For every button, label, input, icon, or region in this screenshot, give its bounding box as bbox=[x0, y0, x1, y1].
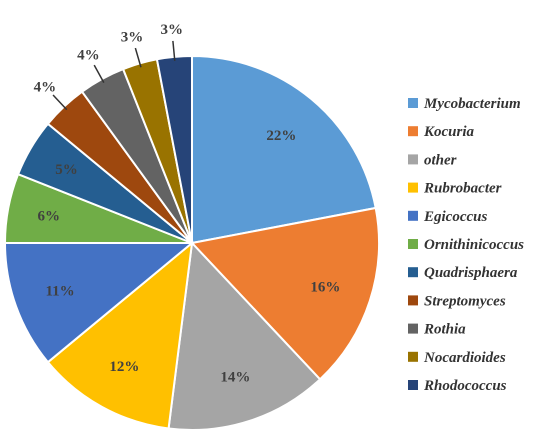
legend-label-kocuria: Kocuria bbox=[423, 124, 475, 140]
legend-swatch-other bbox=[408, 154, 418, 165]
value-label-kocuria: 16% bbox=[310, 279, 340, 295]
value-label-ornithinicoccus: 6% bbox=[37, 209, 60, 225]
pie-slices bbox=[3, 54, 380, 431]
value-label-egicoccus: 11% bbox=[45, 284, 74, 300]
legend-label-quadrisphaera: Quadrisphaera bbox=[424, 265, 518, 281]
value-label-rhodococcus: 3% bbox=[161, 22, 184, 38]
legend-item-rhodococcus: Rhodococcus bbox=[408, 378, 507, 394]
legend-swatch-mycobacterium bbox=[408, 98, 418, 108]
legend-swatch-rhodococcus bbox=[408, 380, 418, 390]
legend-item-kocuria: Kocuria bbox=[408, 124, 475, 140]
pie-value-labels: 22% 16% 14% 12% 11% 6% 5% bbox=[37, 128, 340, 385]
legend-item-nocardioides: Nocardioides bbox=[408, 350, 506, 366]
pie-outer-value-labels: 4% 4% 3% 3% bbox=[34, 22, 184, 111]
legend-swatch-nocardioides bbox=[408, 351, 418, 362]
legend-label-other: other bbox=[424, 152, 457, 168]
leader-line-rhodococcus bbox=[172, 40, 176, 61]
leader-line-streptomyces bbox=[52, 94, 68, 111]
value-label-rothia: 4% bbox=[77, 48, 100, 64]
value-label-nocardioides: 3% bbox=[121, 30, 144, 46]
legend-swatch-quadrisphaera bbox=[408, 267, 418, 278]
legend-label-rubrobacter: Rubrobacter bbox=[423, 181, 502, 197]
pie-slice-kocuria bbox=[190, 206, 380, 381]
leader-line-rothia bbox=[93, 64, 105, 83]
legend-label-mycobacterium: Mycobacterium bbox=[423, 96, 521, 112]
value-label-mycobacterium: 22% bbox=[266, 128, 296, 144]
legend-item-mycobacterium: Mycobacterium bbox=[408, 96, 521, 112]
legend-item-egicoccus: Egicoccus bbox=[408, 209, 487, 225]
value-label-other: 14% bbox=[220, 369, 250, 385]
leader-line-nocardioides bbox=[134, 47, 142, 68]
value-label-streptomyces: 4% bbox=[34, 79, 57, 95]
pie-slice-other bbox=[167, 240, 322, 431]
legend-item-rubrobacter: Rubrobacter bbox=[408, 181, 502, 197]
legend: Mycobacterium Kocuria other Rubrobacter Egic… bbox=[408, 96, 524, 394]
legend-item-ornithinicoccus: Ornithinicoccus bbox=[408, 237, 524, 253]
legend-item-quadrisphaera: Quadrisphaera bbox=[408, 265, 518, 281]
legend-swatch-kocuria bbox=[408, 126, 418, 137]
legend-label-rhodococcus: Rhodococcus bbox=[423, 378, 507, 394]
legend-label-rothia: Rothia bbox=[423, 322, 466, 338]
legend-swatch-ornithinicoccus bbox=[408, 239, 418, 249]
legend-label-egicoccus: Egicoccus bbox=[423, 209, 487, 225]
legend-swatch-rothia bbox=[408, 323, 418, 334]
legend-item-rothia: Rothia bbox=[408, 322, 466, 338]
pie-slice-rubrobacter bbox=[46, 240, 194, 430]
pie-slice-mycobacterium bbox=[191, 54, 377, 245]
pie-slice-egicoccus bbox=[3, 242, 195, 364]
value-label-rubrobacter: 12% bbox=[109, 359, 139, 375]
legend-item-other: other bbox=[408, 152, 457, 168]
legend-label-streptomyces: Streptomyces bbox=[424, 293, 506, 309]
legend-swatch-streptomyces bbox=[408, 295, 418, 306]
value-label-quadrisphaera: 5% bbox=[55, 162, 78, 178]
legend-item-streptomyces: Streptomyces bbox=[408, 293, 506, 309]
legend-label-ornithinicoccus: Ornithinicoccus bbox=[424, 237, 524, 253]
legend-swatch-egicoccus bbox=[408, 210, 418, 221]
legend-swatch-rubrobacter bbox=[408, 182, 418, 193]
legend-label-nocardioides: Nocardioides bbox=[423, 350, 506, 366]
